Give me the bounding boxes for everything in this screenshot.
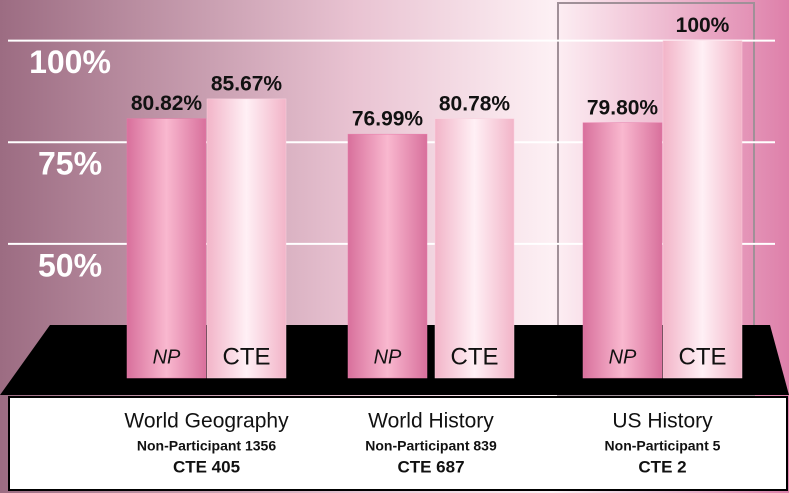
value-label: 85.67% [211, 72, 283, 95]
bar [126, 118, 207, 379]
series-label: CTE [451, 343, 499, 370]
label-box [8, 396, 788, 491]
y-tick-label: 75% [38, 146, 102, 182]
value-label: 100% [676, 14, 730, 37]
series-label: CTE [679, 343, 727, 370]
category-detail: Non-Participant 1356 [137, 438, 276, 454]
series-label: NP [609, 346, 637, 368]
category-detail: CTE 2 [638, 457, 686, 476]
category-detail: Non-Participant 5 [605, 438, 721, 454]
bar [347, 133, 428, 379]
series-label: NP [374, 346, 402, 368]
y-tick-label: 100% [29, 44, 111, 80]
value-label: 80.82% [131, 92, 203, 115]
series-label: NP [153, 346, 181, 368]
bar [206, 98, 287, 379]
bar [582, 122, 663, 379]
category-detail: CTE 687 [397, 457, 464, 476]
category-label: World History [368, 410, 494, 433]
value-label: 76.99% [352, 108, 424, 131]
category-label: World Geography [124, 410, 289, 433]
series-label: CTE [223, 343, 271, 370]
bar [662, 40, 743, 379]
category-label: US History [612, 410, 713, 433]
value-label: 79.80% [587, 96, 659, 119]
y-tick-label: 50% [38, 247, 102, 283]
value-label: 80.78% [439, 92, 511, 115]
category-detail: CTE 405 [173, 457, 240, 476]
category-detail: Non-Participant 839 [365, 438, 497, 454]
bar [434, 118, 515, 379]
